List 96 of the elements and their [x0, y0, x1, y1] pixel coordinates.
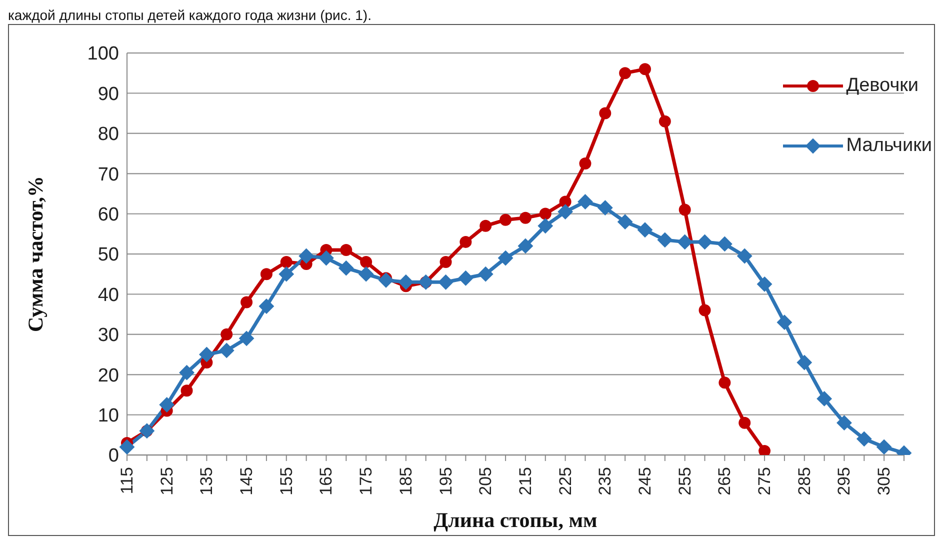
point	[478, 266, 494, 282]
point	[159, 397, 174, 412]
point	[480, 220, 492, 232]
point	[219, 342, 234, 358]
x-tick-label: 215	[516, 467, 535, 496]
point	[796, 355, 812, 370]
point	[836, 415, 852, 430]
legend-label: Мальчики	[846, 135, 932, 157]
point	[498, 250, 514, 266]
x-tick-label: 205	[476, 467, 496, 496]
x-tick-label: 165	[316, 467, 336, 496]
point	[360, 256, 372, 268]
x-tick-label: 275	[755, 467, 774, 496]
y-tick-label: 20	[98, 365, 119, 386]
point	[737, 248, 752, 264]
point	[199, 347, 214, 362]
point	[678, 204, 691, 216]
y-tick-label: 50	[98, 244, 119, 266]
x-tick-label: 225	[556, 467, 575, 496]
point	[518, 238, 533, 254]
y-tick-label: 0	[108, 446, 119, 467]
point	[258, 298, 274, 314]
point	[579, 158, 592, 170]
point	[677, 234, 692, 250]
y-tick-label: 80	[98, 124, 119, 146]
x-tick-label: 285	[794, 467, 814, 496]
point	[438, 274, 454, 290]
x-tick-label: 155	[276, 467, 296, 496]
point	[776, 314, 792, 330]
point	[717, 236, 732, 252]
point	[358, 266, 374, 282]
point	[278, 266, 294, 282]
y-tick-label: 40	[98, 284, 119, 306]
point	[240, 296, 253, 308]
point	[538, 218, 553, 234]
point	[578, 194, 593, 210]
point	[658, 115, 671, 128]
point	[298, 248, 314, 264]
point	[738, 416, 751, 429]
point	[440, 256, 452, 268]
point	[500, 214, 512, 226]
point	[318, 250, 334, 266]
y-tick-label: 60	[98, 204, 119, 226]
point	[458, 270, 474, 286]
point	[639, 63, 651, 76]
point	[657, 232, 672, 248]
point	[539, 208, 552, 220]
point	[638, 222, 652, 238]
y-tick-label: 10	[98, 406, 119, 427]
y-tick-label: 100	[87, 44, 119, 65]
x-axis-title: Длина стопы, мм	[434, 508, 598, 532]
x-tick-label: 245	[636, 467, 654, 496]
x-tick-label: 135	[197, 467, 216, 496]
point	[758, 444, 771, 455]
x-tick-label: 125	[157, 467, 176, 496]
x-tick-label: 145	[237, 467, 256, 496]
point	[718, 376, 731, 389]
point	[239, 330, 254, 346]
point	[618, 214, 633, 230]
x-tick-label: 305	[874, 467, 894, 496]
point	[558, 204, 573, 220]
point	[220, 328, 233, 340]
point	[697, 234, 712, 250]
point	[398, 274, 414, 290]
x-tick-label: 295	[834, 467, 854, 496]
point	[619, 67, 632, 80]
point	[599, 107, 612, 120]
x-tick-label: 235	[596, 467, 615, 496]
y-tick-label: 30	[98, 325, 119, 346]
y-tick-label: 90	[98, 84, 119, 105]
point	[180, 384, 193, 397]
point	[260, 268, 272, 280]
point	[179, 365, 194, 380]
y-tick-label: 70	[98, 164, 119, 186]
x-tick-label: 195	[436, 467, 456, 496]
point	[698, 304, 711, 316]
point	[340, 244, 352, 256]
point	[876, 439, 892, 454]
point	[757, 276, 772, 292]
point	[519, 212, 532, 224]
point	[378, 272, 394, 288]
point	[598, 200, 613, 216]
x-tick-label: 175	[356, 467, 376, 496]
point	[856, 431, 872, 446]
point	[280, 256, 292, 268]
x-tick-label: 115	[118, 467, 136, 494]
text: каждой длины стопы детей каждого года жизни (рис. 1).	[8, 7, 372, 23]
point	[120, 439, 134, 454]
y-axis-title: Сумма частот,%	[23, 176, 48, 332]
point	[816, 391, 832, 406]
x-tick-label: 255	[675, 467, 694, 496]
x-tick-label: 265	[715, 467, 734, 496]
point	[338, 260, 354, 276]
x-tick-label: 185	[396, 467, 416, 496]
legend-label: Девочки	[846, 75, 919, 97]
point	[460, 236, 472, 248]
